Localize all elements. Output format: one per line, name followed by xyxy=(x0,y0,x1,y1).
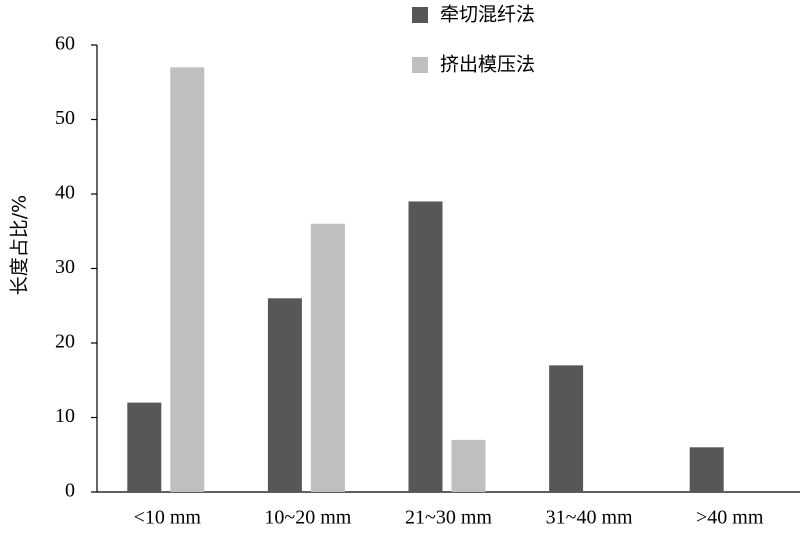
bar xyxy=(451,439,486,492)
bar xyxy=(127,402,162,492)
y-tick-label: 30 xyxy=(55,256,75,278)
legend-label: 挤出模压法 xyxy=(440,54,535,76)
x-tick-label: 21~30 mm xyxy=(405,507,492,529)
x-tick-label: 10~20 mm xyxy=(264,507,351,529)
legend-label: 牵切混纤法 xyxy=(440,4,535,26)
bar xyxy=(267,298,302,492)
y-tick-label: 0 xyxy=(65,480,75,502)
y-tick-label: 10 xyxy=(55,405,75,427)
y-tick-label: 60 xyxy=(55,33,75,55)
bar xyxy=(408,201,443,492)
y-tick-label: 20 xyxy=(55,331,75,353)
x-tick-label: <10 mm xyxy=(134,507,202,529)
bar xyxy=(170,67,205,492)
legend-swatch xyxy=(412,7,428,23)
bar xyxy=(549,365,584,492)
y-axis-label: 长度占比/% xyxy=(9,195,31,295)
legend-swatch xyxy=(412,57,428,73)
bar xyxy=(689,447,724,492)
x-tick-label: >40 mm xyxy=(696,507,764,529)
x-tick-label: 31~40 mm xyxy=(546,507,633,529)
bar xyxy=(310,223,345,493)
y-tick-label: 40 xyxy=(55,182,75,204)
y-tick-label: 50 xyxy=(55,107,75,129)
